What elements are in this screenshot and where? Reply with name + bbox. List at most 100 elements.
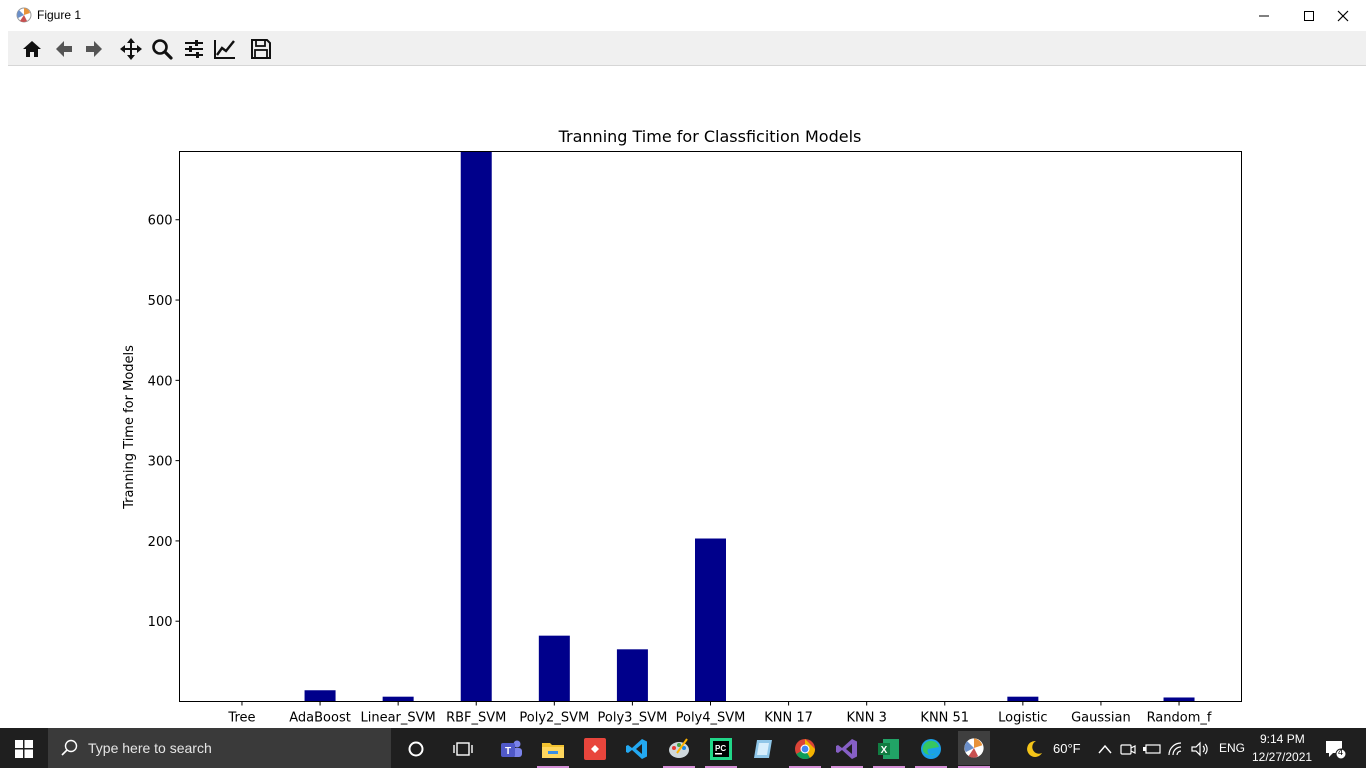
show-hidden-icons-button[interactable] xyxy=(1090,734,1120,764)
minimize-button[interactable] xyxy=(1241,0,1287,31)
home-icon xyxy=(23,41,41,57)
x-tick-label: Random_f xyxy=(1147,711,1212,726)
search-box[interactable]: Type here to search xyxy=(48,728,391,768)
excel-button[interactable]: X xyxy=(874,734,904,764)
vscode-icon xyxy=(626,739,647,759)
file-explorer-button[interactable] xyxy=(538,734,568,764)
bar-adaboost xyxy=(304,690,336,702)
x-tick-label: Poly4_SVM xyxy=(676,711,746,726)
close-icon xyxy=(1337,10,1349,21)
home-button[interactable] xyxy=(19,36,45,62)
notepad-button[interactable] xyxy=(748,734,778,764)
network-button[interactable] xyxy=(1164,734,1188,764)
bar-logistic xyxy=(1007,696,1039,702)
start-button[interactable] xyxy=(9,734,39,764)
y-tick-label: 600 xyxy=(148,214,173,229)
window-title-bar: Figure 1 xyxy=(0,0,1366,31)
pan-icon xyxy=(120,38,142,60)
bar-poly3-svm xyxy=(616,649,648,702)
excel-icon: X xyxy=(878,739,899,759)
matplotlib-app-icon xyxy=(16,7,32,23)
navigation-toolbar xyxy=(8,31,1366,66)
x-tick-label: Poly3_SVM xyxy=(598,711,668,726)
minimize-icon xyxy=(1259,15,1269,16)
y-tick-label: 200 xyxy=(148,535,173,550)
visual-studio-icon xyxy=(836,739,857,759)
clock-time[interactable]: 9:14 PM xyxy=(1260,732,1305,746)
camera-icon xyxy=(1120,744,1136,755)
running-indicator xyxy=(831,766,863,768)
git-button[interactable] xyxy=(580,734,610,764)
back-button[interactable] xyxy=(51,36,77,62)
git-icon xyxy=(584,738,606,760)
paint-icon xyxy=(669,738,689,758)
visual-studio-button[interactable] xyxy=(832,734,862,764)
meet-now-button[interactable] xyxy=(1116,734,1140,764)
maximize-button[interactable] xyxy=(1286,0,1332,31)
weather-button[interactable] xyxy=(1018,734,1048,764)
taskbar: Type here to search T xyxy=(0,728,1366,768)
figure-canvas[interactable]: Tranning Time for Classficition Models T… xyxy=(8,66,1366,727)
edit-axis-icon xyxy=(214,40,235,59)
zoom-button[interactable] xyxy=(149,36,175,62)
bar-chart: Tranning Time for Classficition Models T… xyxy=(122,127,1242,726)
edit-axis-button[interactable] xyxy=(212,36,238,62)
bar-linear-svm xyxy=(382,696,414,702)
paint-button[interactable] xyxy=(664,734,694,764)
cortana-icon xyxy=(408,741,424,757)
zoom-icon xyxy=(152,39,173,60)
forward-arrow-icon xyxy=(86,41,102,57)
chart-title: Tranning Time for Classficition Models xyxy=(558,127,862,146)
y-axis-ticks: 100 200 300 400 500 600 xyxy=(148,214,180,630)
pycharm-button[interactable]: PC xyxy=(706,734,736,764)
x-tick-label: KNN 51 xyxy=(920,711,969,726)
moon-icon xyxy=(1027,740,1042,757)
running-indicator xyxy=(958,766,990,768)
python-figure-button[interactable] xyxy=(958,731,990,765)
language-indicator[interactable]: ENG xyxy=(1219,741,1246,755)
running-indicator xyxy=(915,766,947,768)
configure-subplots-button[interactable] xyxy=(181,36,207,62)
x-tick-label: Linear_SVM xyxy=(361,711,436,726)
volume-button[interactable] xyxy=(1188,734,1212,764)
clock-date[interactable]: 12/27/2021 xyxy=(1252,750,1313,764)
x-tick-label: KNN 3 xyxy=(846,711,886,726)
task-view-button[interactable] xyxy=(448,734,478,764)
x-axis-ticks: Tree AdaBoost Linear_SVM RBF_SVM Poly2_SVM Po… xyxy=(227,701,1212,726)
teams-button[interactable]: T xyxy=(496,734,526,764)
chrome-button[interactable] xyxy=(790,734,820,764)
vscode-button[interactable] xyxy=(622,734,652,764)
forward-button[interactable] xyxy=(81,36,107,62)
battery-button[interactable] xyxy=(1140,734,1164,764)
close-button[interactable] xyxy=(1320,0,1366,31)
running-indicator xyxy=(873,766,905,768)
window-left-edge xyxy=(0,31,8,728)
y-tick-label: 100 xyxy=(148,615,173,630)
save-button[interactable] xyxy=(248,36,274,62)
cortana-button[interactable] xyxy=(401,734,431,764)
action-center-button[interactable]: 4 xyxy=(1320,734,1350,764)
running-indicator xyxy=(537,766,569,768)
running-indicator xyxy=(663,766,695,768)
weather-temperature[interactable]: 60°F xyxy=(1053,741,1081,756)
teams-icon: T xyxy=(501,740,522,757)
bar-series xyxy=(226,151,1195,702)
bar-rbf-svm xyxy=(460,151,492,702)
y-tick-label: 500 xyxy=(148,294,173,309)
notification-count: 4 xyxy=(1338,747,1344,757)
svg-text:PC: PC xyxy=(715,744,726,753)
notification-icon xyxy=(1326,741,1346,759)
edge-button[interactable] xyxy=(916,734,946,764)
bar-poly4-svm xyxy=(695,538,726,702)
y-tick-label: 300 xyxy=(148,455,173,470)
maximize-icon xyxy=(1304,10,1314,21)
speaker-icon xyxy=(1191,741,1208,757)
wifi-icon xyxy=(1168,742,1182,756)
back-arrow-icon xyxy=(56,41,72,57)
window-title: Figure 1 xyxy=(37,8,82,22)
chrome-icon xyxy=(795,739,816,760)
pan-button[interactable] xyxy=(118,36,144,62)
svg-text:T: T xyxy=(505,746,511,757)
configure-subplots-icon xyxy=(185,40,203,58)
pycharm-icon: PC xyxy=(710,738,732,760)
